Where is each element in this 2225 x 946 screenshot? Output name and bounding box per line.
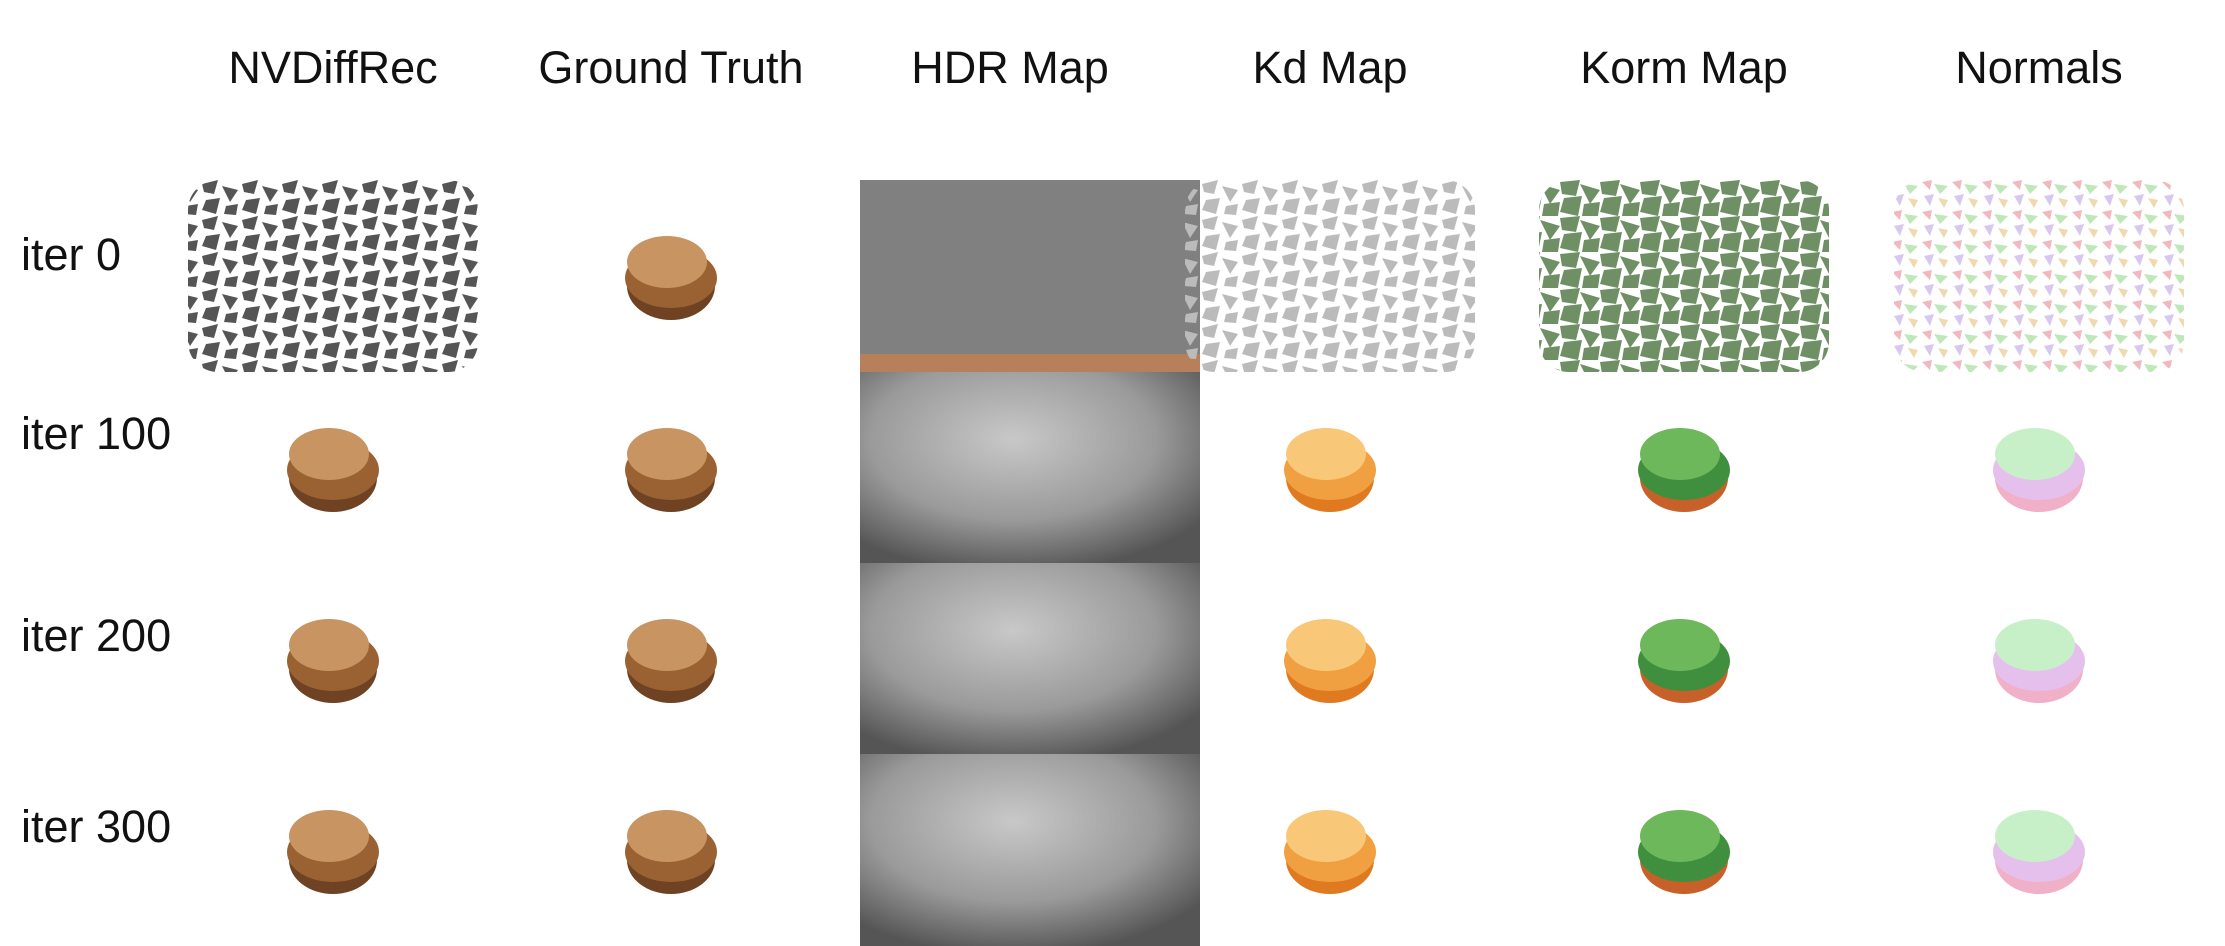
noisy-mesh	[1185, 180, 1475, 372]
row-labels: iter 0 iter 100 iter 200 iter 300	[21, 229, 171, 852]
hdr-map	[860, 754, 1200, 946]
row-label: iter 200	[21, 610, 171, 661]
burger-bun	[289, 619, 369, 671]
noisy-mesh	[1894, 180, 2184, 372]
burger-bun	[1995, 810, 2075, 862]
column-header: Kd Map	[1252, 42, 1407, 93]
image-grid	[188, 180, 2184, 946]
burger-bun	[1640, 810, 1720, 862]
burger-bun	[289, 810, 369, 862]
burger-bun	[627, 619, 707, 671]
row-label: iter 0	[21, 229, 121, 280]
burger-bun	[289, 428, 369, 480]
column-header: Ground Truth	[538, 42, 803, 93]
burger-bun	[1640, 619, 1720, 671]
burger-bun	[1640, 428, 1720, 480]
burger-bun	[1995, 619, 2075, 671]
row-label: iter 100	[21, 408, 171, 459]
hdr-map	[860, 563, 1200, 755]
hdr-band	[860, 354, 1200, 372]
noisy-mesh	[188, 180, 478, 372]
row-label: iter 300	[21, 801, 171, 852]
burger-bun	[1286, 810, 1366, 862]
column-header: Korm Map	[1580, 42, 1788, 93]
column-headers: NVDiffRec Ground Truth HDR Map Kd Map Ko…	[228, 42, 2122, 93]
hdr-map	[860, 180, 1200, 372]
burger-bun	[627, 810, 707, 862]
burger-bun	[1995, 428, 2075, 480]
burger-bun	[627, 428, 707, 480]
burger-bun	[1286, 428, 1366, 480]
column-header: NVDiffRec	[228, 42, 437, 93]
hdr-map	[860, 372, 1200, 564]
column-header: HDR Map	[911, 42, 1109, 93]
noisy-mesh	[1539, 180, 1829, 372]
column-header: Normals	[1955, 42, 2123, 93]
burger-bun	[627, 236, 707, 288]
burger-bun	[1286, 619, 1366, 671]
